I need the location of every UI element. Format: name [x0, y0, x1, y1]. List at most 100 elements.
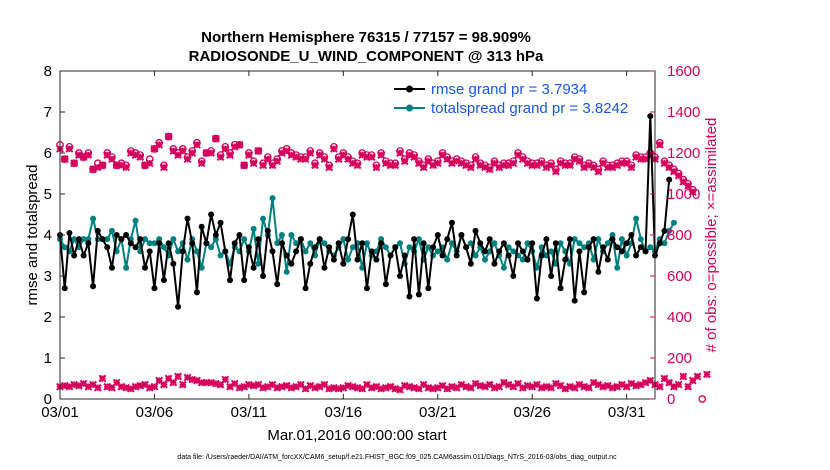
obs-low-assimilated-marker: [159, 380, 168, 389]
rmse-point: [472, 227, 479, 234]
totalspread-point: [524, 240, 531, 247]
rmse-point: [562, 256, 569, 263]
y-left-tick-label: 8: [44, 63, 52, 80]
y-left-tick-label: 3: [44, 268, 52, 285]
rmse-point: [529, 240, 536, 247]
rmse-series-layer: [57, 113, 673, 310]
rmse-point: [297, 236, 304, 243]
obs-low-possible-marker: [698, 395, 707, 403]
rmse-point: [557, 285, 564, 292]
totalspread-point: [434, 248, 441, 255]
rmse-point: [288, 260, 295, 267]
totalspread-point: [448, 240, 455, 247]
totalspread-point: [491, 240, 498, 247]
obs-assimilated-marker: [221, 144, 230, 153]
obs-low-assimilated-marker: [655, 382, 664, 391]
rmse-point: [113, 232, 120, 238]
totalspread-point: [500, 264, 507, 271]
obs-low-assimilated-marker: [452, 383, 461, 392]
totalspread-point: [302, 248, 309, 255]
rmse-point: [85, 240, 92, 247]
y-right-tick-label: 200: [667, 350, 692, 367]
rmse-point: [581, 289, 588, 296]
obs-assimilated-marker: [400, 157, 409, 166]
obs-assimilated-marker: [84, 151, 93, 159]
rmse-point: [278, 240, 285, 247]
rmse-point: [567, 236, 573, 243]
totalspread-point: [363, 240, 370, 247]
totalspread-point: [175, 248, 182, 255]
rmse-point: [156, 240, 163, 247]
y-left-tick-label: 7: [44, 104, 52, 121]
rmse-point: [307, 260, 314, 267]
rmse-point: [170, 260, 177, 267]
obs-assimilated-marker: [263, 155, 272, 164]
rmse-point: [335, 240, 342, 247]
obs-assimilated-marker: [575, 157, 584, 166]
obs-assimilated-marker: [396, 149, 404, 157]
obs-low-assimilated-marker: [131, 382, 140, 391]
totalspread-point: [378, 236, 385, 243]
obs-assimilated-marker: [419, 163, 428, 172]
totalspread-point: [132, 217, 139, 224]
totalspread-point: [184, 256, 191, 263]
totalspread-point: [647, 244, 654, 251]
totalspread-point: [609, 232, 616, 238]
x-axis: 03/01 03/06 03/11 03/16 03/21 03/26 03/31: [41, 71, 645, 421]
obs-assimilated-marker: [60, 155, 69, 164]
obs-assimilated-marker: [193, 140, 201, 149]
totalspread-point: [278, 232, 285, 238]
rmse-point: [614, 244, 621, 251]
rmse-point: [392, 244, 399, 251]
obs-assimilated-marker: [183, 155, 192, 164]
totalspread-point: [283, 268, 290, 275]
rmse-point: [363, 285, 370, 292]
rmse-point: [382, 281, 389, 288]
rmse-point: [274, 281, 281, 288]
rmse-point: [137, 236, 144, 243]
obs-assimilated-marker: [410, 153, 419, 162]
rmse-point: [66, 229, 73, 236]
rmse-point: [255, 236, 262, 243]
totalspread-point: [212, 236, 219, 243]
rmse-point: [482, 248, 488, 255]
y-right-tick-label: 1400: [667, 104, 700, 121]
totalspread-point: [340, 236, 347, 243]
rmse-point: [193, 289, 200, 296]
rmse-point: [227, 277, 233, 284]
totalspread-point: [571, 236, 578, 243]
rmse-point: [609, 236, 616, 243]
obs-assimilated-marker: [551, 167, 560, 176]
totalspread-point: [193, 248, 200, 255]
rmse-point: [491, 260, 498, 267]
rmse-point: [222, 248, 229, 255]
legend-spread-marker: [406, 104, 413, 112]
obs-assimilated-marker: [65, 144, 74, 153]
totalspread-point: [349, 244, 356, 251]
obs-assimilated-marker: [684, 181, 692, 190]
obs-low-assimilated-marker: [674, 380, 683, 389]
rmse-point: [151, 285, 158, 292]
rmse-point: [585, 244, 592, 251]
rmse-point: [61, 285, 68, 292]
obs-assimilated-marker: [235, 140, 244, 149]
rmse-point: [448, 219, 455, 226]
legend: rmse grand pr = 3.7934 totalspread grand…: [394, 81, 628, 117]
rmse-point: [543, 236, 550, 243]
totalspread-point: [146, 240, 153, 247]
rmse-point: [217, 219, 224, 226]
totalspread-point: [160, 244, 167, 251]
totalspread-point: [71, 236, 78, 243]
obs-assimilated-marker: [240, 161, 249, 170]
rmse-point: [326, 244, 333, 251]
plot-background: [60, 71, 655, 399]
obs-assimilated-marker: [433, 159, 442, 168]
rmse-point: [203, 240, 210, 247]
rmse-point: [302, 285, 309, 292]
rmse-point: [236, 232, 243, 238]
x-tick-label: 03/21: [419, 404, 457, 421]
rmse-point: [548, 273, 555, 279]
totalspread-point: [250, 225, 257, 232]
rmse-point: [293, 248, 300, 255]
